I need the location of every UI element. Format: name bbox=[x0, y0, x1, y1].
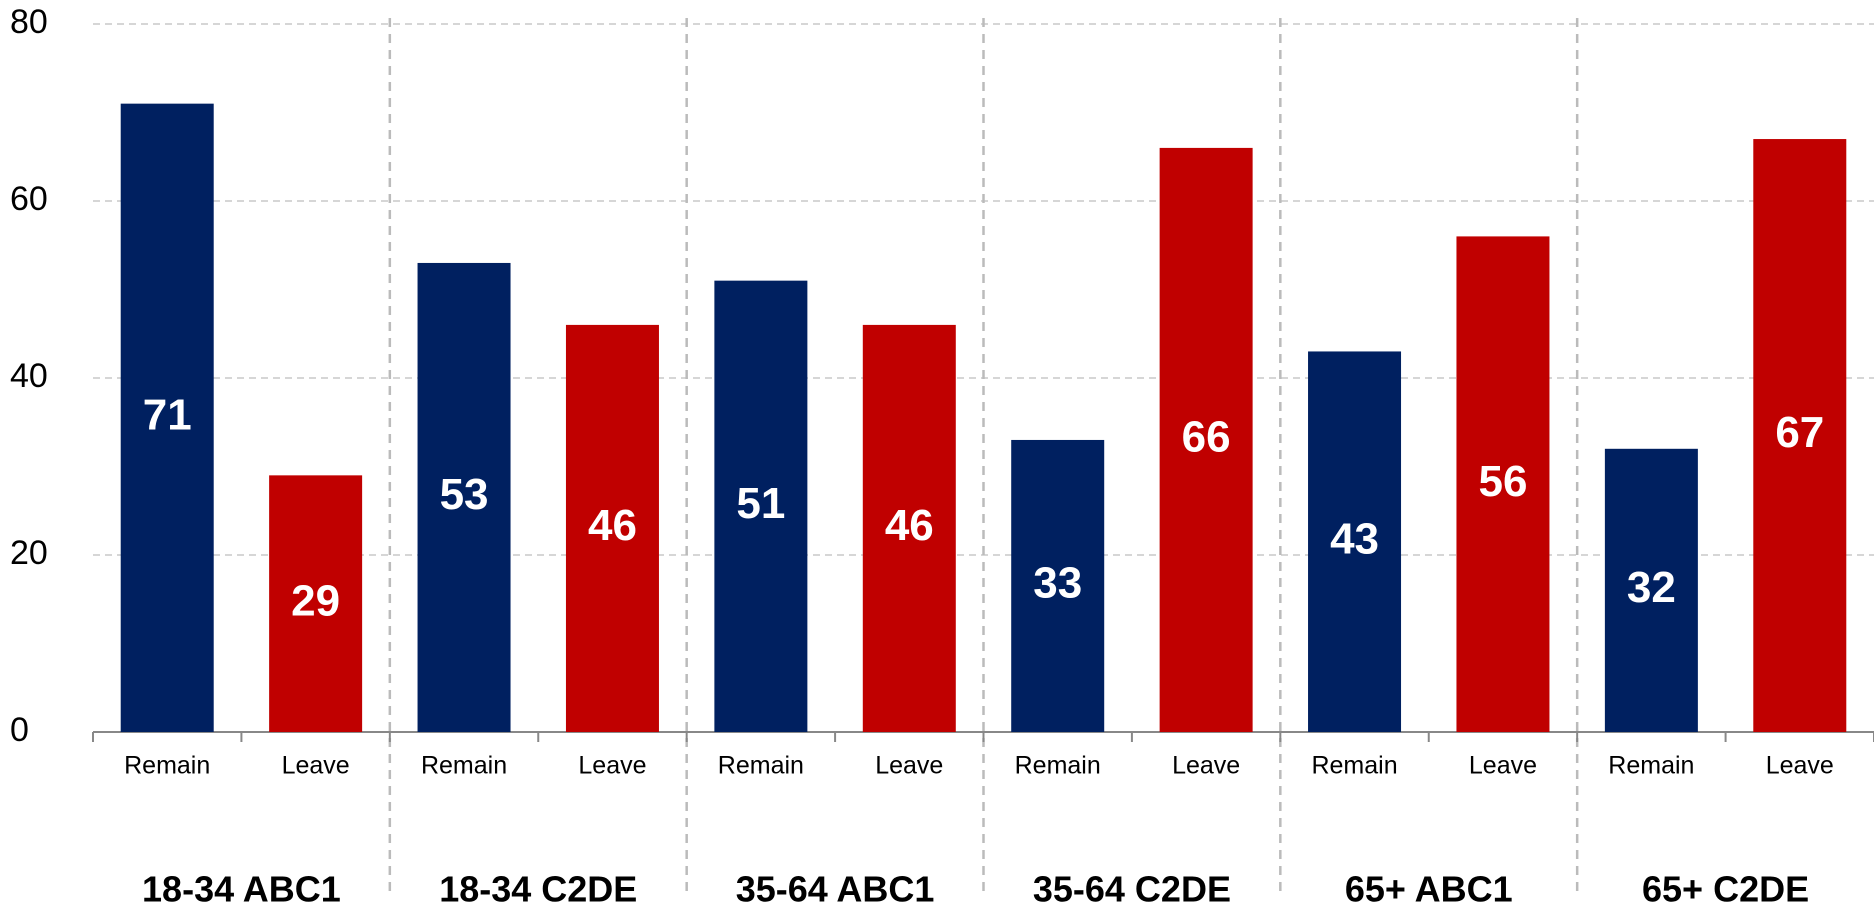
value-label: 46 bbox=[588, 501, 637, 550]
bar bbox=[714, 280, 808, 732]
y-tick-label: 20 bbox=[10, 534, 48, 572]
bar bbox=[1753, 139, 1847, 733]
y-tick-label: 40 bbox=[10, 357, 48, 395]
value-label: 67 bbox=[1775, 408, 1824, 457]
bar bbox=[1456, 236, 1550, 732]
group-label: 35-64 ABC1 bbox=[736, 869, 935, 910]
group-label: 65+ C2DE bbox=[1642, 869, 1809, 910]
y-tick-label: 80 bbox=[10, 3, 48, 41]
value-label: 71 bbox=[143, 390, 192, 439]
value-label: 32 bbox=[1627, 563, 1676, 612]
group-label: 35-64 C2DE bbox=[1033, 869, 1231, 910]
y-tick-label: 60 bbox=[10, 180, 48, 218]
value-label: 53 bbox=[440, 470, 489, 519]
value-label: 51 bbox=[736, 479, 785, 528]
bar bbox=[1604, 448, 1698, 732]
x-tick-label: Leave bbox=[282, 752, 350, 780]
x-tick-label: Leave bbox=[578, 752, 646, 780]
value-label: 43 bbox=[1330, 514, 1379, 563]
x-tick-label: Remain bbox=[421, 752, 507, 780]
x-tick-label: Leave bbox=[1469, 752, 1537, 780]
value-label: 46 bbox=[885, 501, 934, 550]
x-tick-label: Remain bbox=[718, 752, 804, 780]
bar bbox=[120, 103, 214, 732]
group-label: 18-34 C2DE bbox=[439, 869, 637, 910]
value-label: 56 bbox=[1478, 457, 1527, 506]
value-label: 66 bbox=[1182, 413, 1231, 462]
x-tick-label: Remain bbox=[1015, 752, 1101, 780]
x-tick-label: Remain bbox=[1311, 752, 1397, 780]
x-tick-label: Leave bbox=[1766, 752, 1834, 780]
group-label: 18-34 ABC1 bbox=[142, 869, 341, 910]
value-label: 33 bbox=[1033, 559, 1082, 608]
y-tick-label: 0 bbox=[10, 711, 29, 749]
bar bbox=[862, 324, 956, 732]
x-tick-label: Leave bbox=[1172, 752, 1240, 780]
bar bbox=[565, 324, 659, 732]
value-label: 29 bbox=[291, 576, 340, 625]
bar bbox=[1011, 439, 1105, 732]
group-label: 65+ ABC1 bbox=[1345, 869, 1513, 910]
bar bbox=[1308, 351, 1402, 732]
bar bbox=[269, 475, 363, 732]
x-tick-label: Remain bbox=[124, 752, 210, 780]
bar bbox=[1159, 147, 1253, 732]
bar bbox=[417, 262, 511, 732]
x-tick-label: Remain bbox=[1608, 752, 1694, 780]
x-tick-label: Leave bbox=[875, 752, 943, 780]
